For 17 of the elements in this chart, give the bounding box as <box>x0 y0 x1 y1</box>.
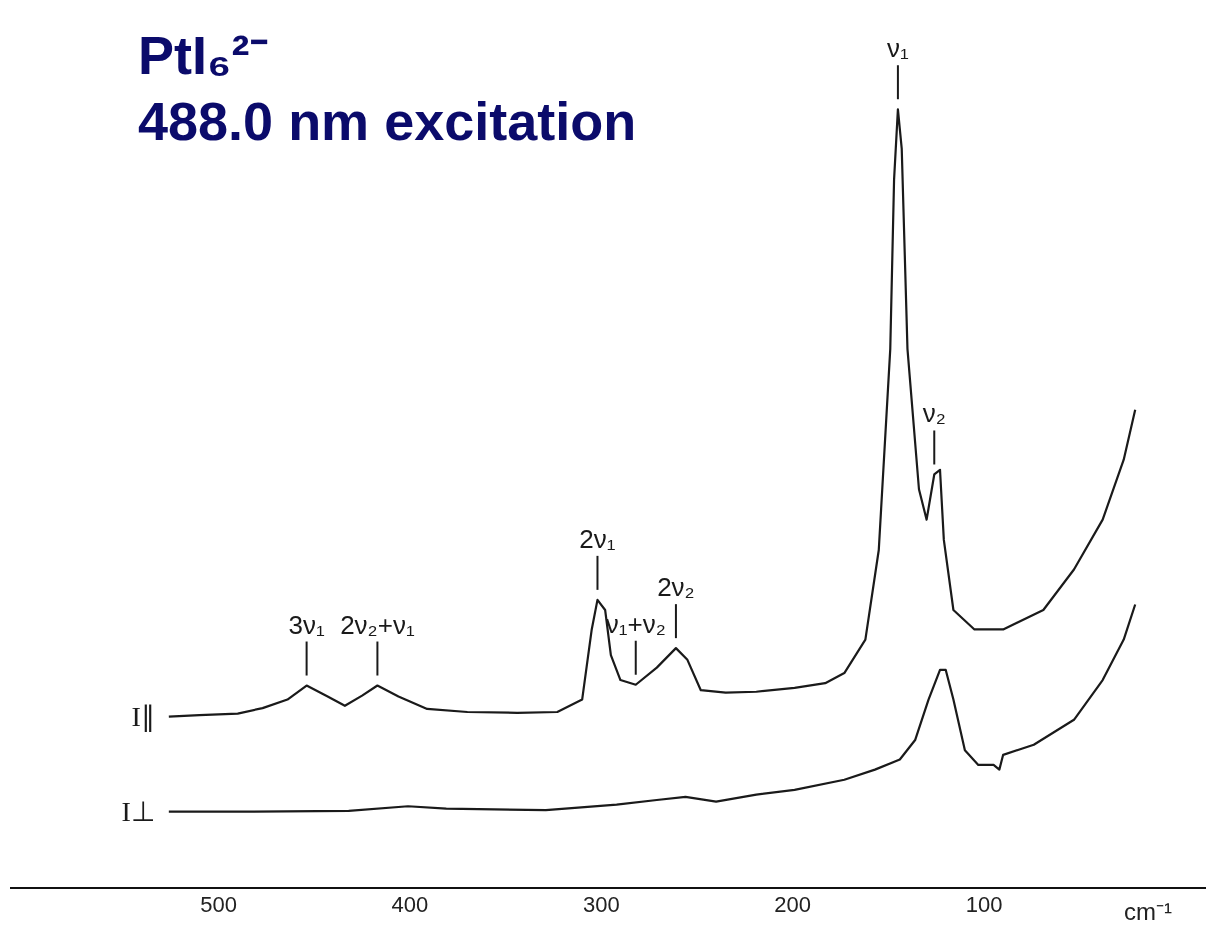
annotation: 2ν₁ <box>579 523 616 554</box>
x-tick-label: 300 <box>582 891 620 917</box>
x-tick-label: 200 <box>774 891 812 917</box>
x-tick-label: 500 <box>200 891 237 917</box>
annotation: 2ν₂ <box>657 572 695 603</box>
annotation: ν₁+ν₂ <box>605 608 666 639</box>
annotation: ν₂ <box>922 398 946 429</box>
x-tick-label: 400 <box>391 891 429 917</box>
x-axis-title: cm⁻¹ <box>1124 898 1172 925</box>
chart-title: PtI₆²⁻ <box>138 24 269 87</box>
series-label: I∥ <box>131 700 155 732</box>
x-tick-label: 100 <box>965 891 1003 917</box>
chart-subtitle: 488.0 nm excitation <box>138 90 637 153</box>
annotation: 3ν₁ <box>288 609 325 640</box>
series-label: I⊥ <box>121 795 155 827</box>
annotation: 2ν₂+ν₁ <box>340 609 415 640</box>
annotation: ν₁ <box>887 33 910 64</box>
